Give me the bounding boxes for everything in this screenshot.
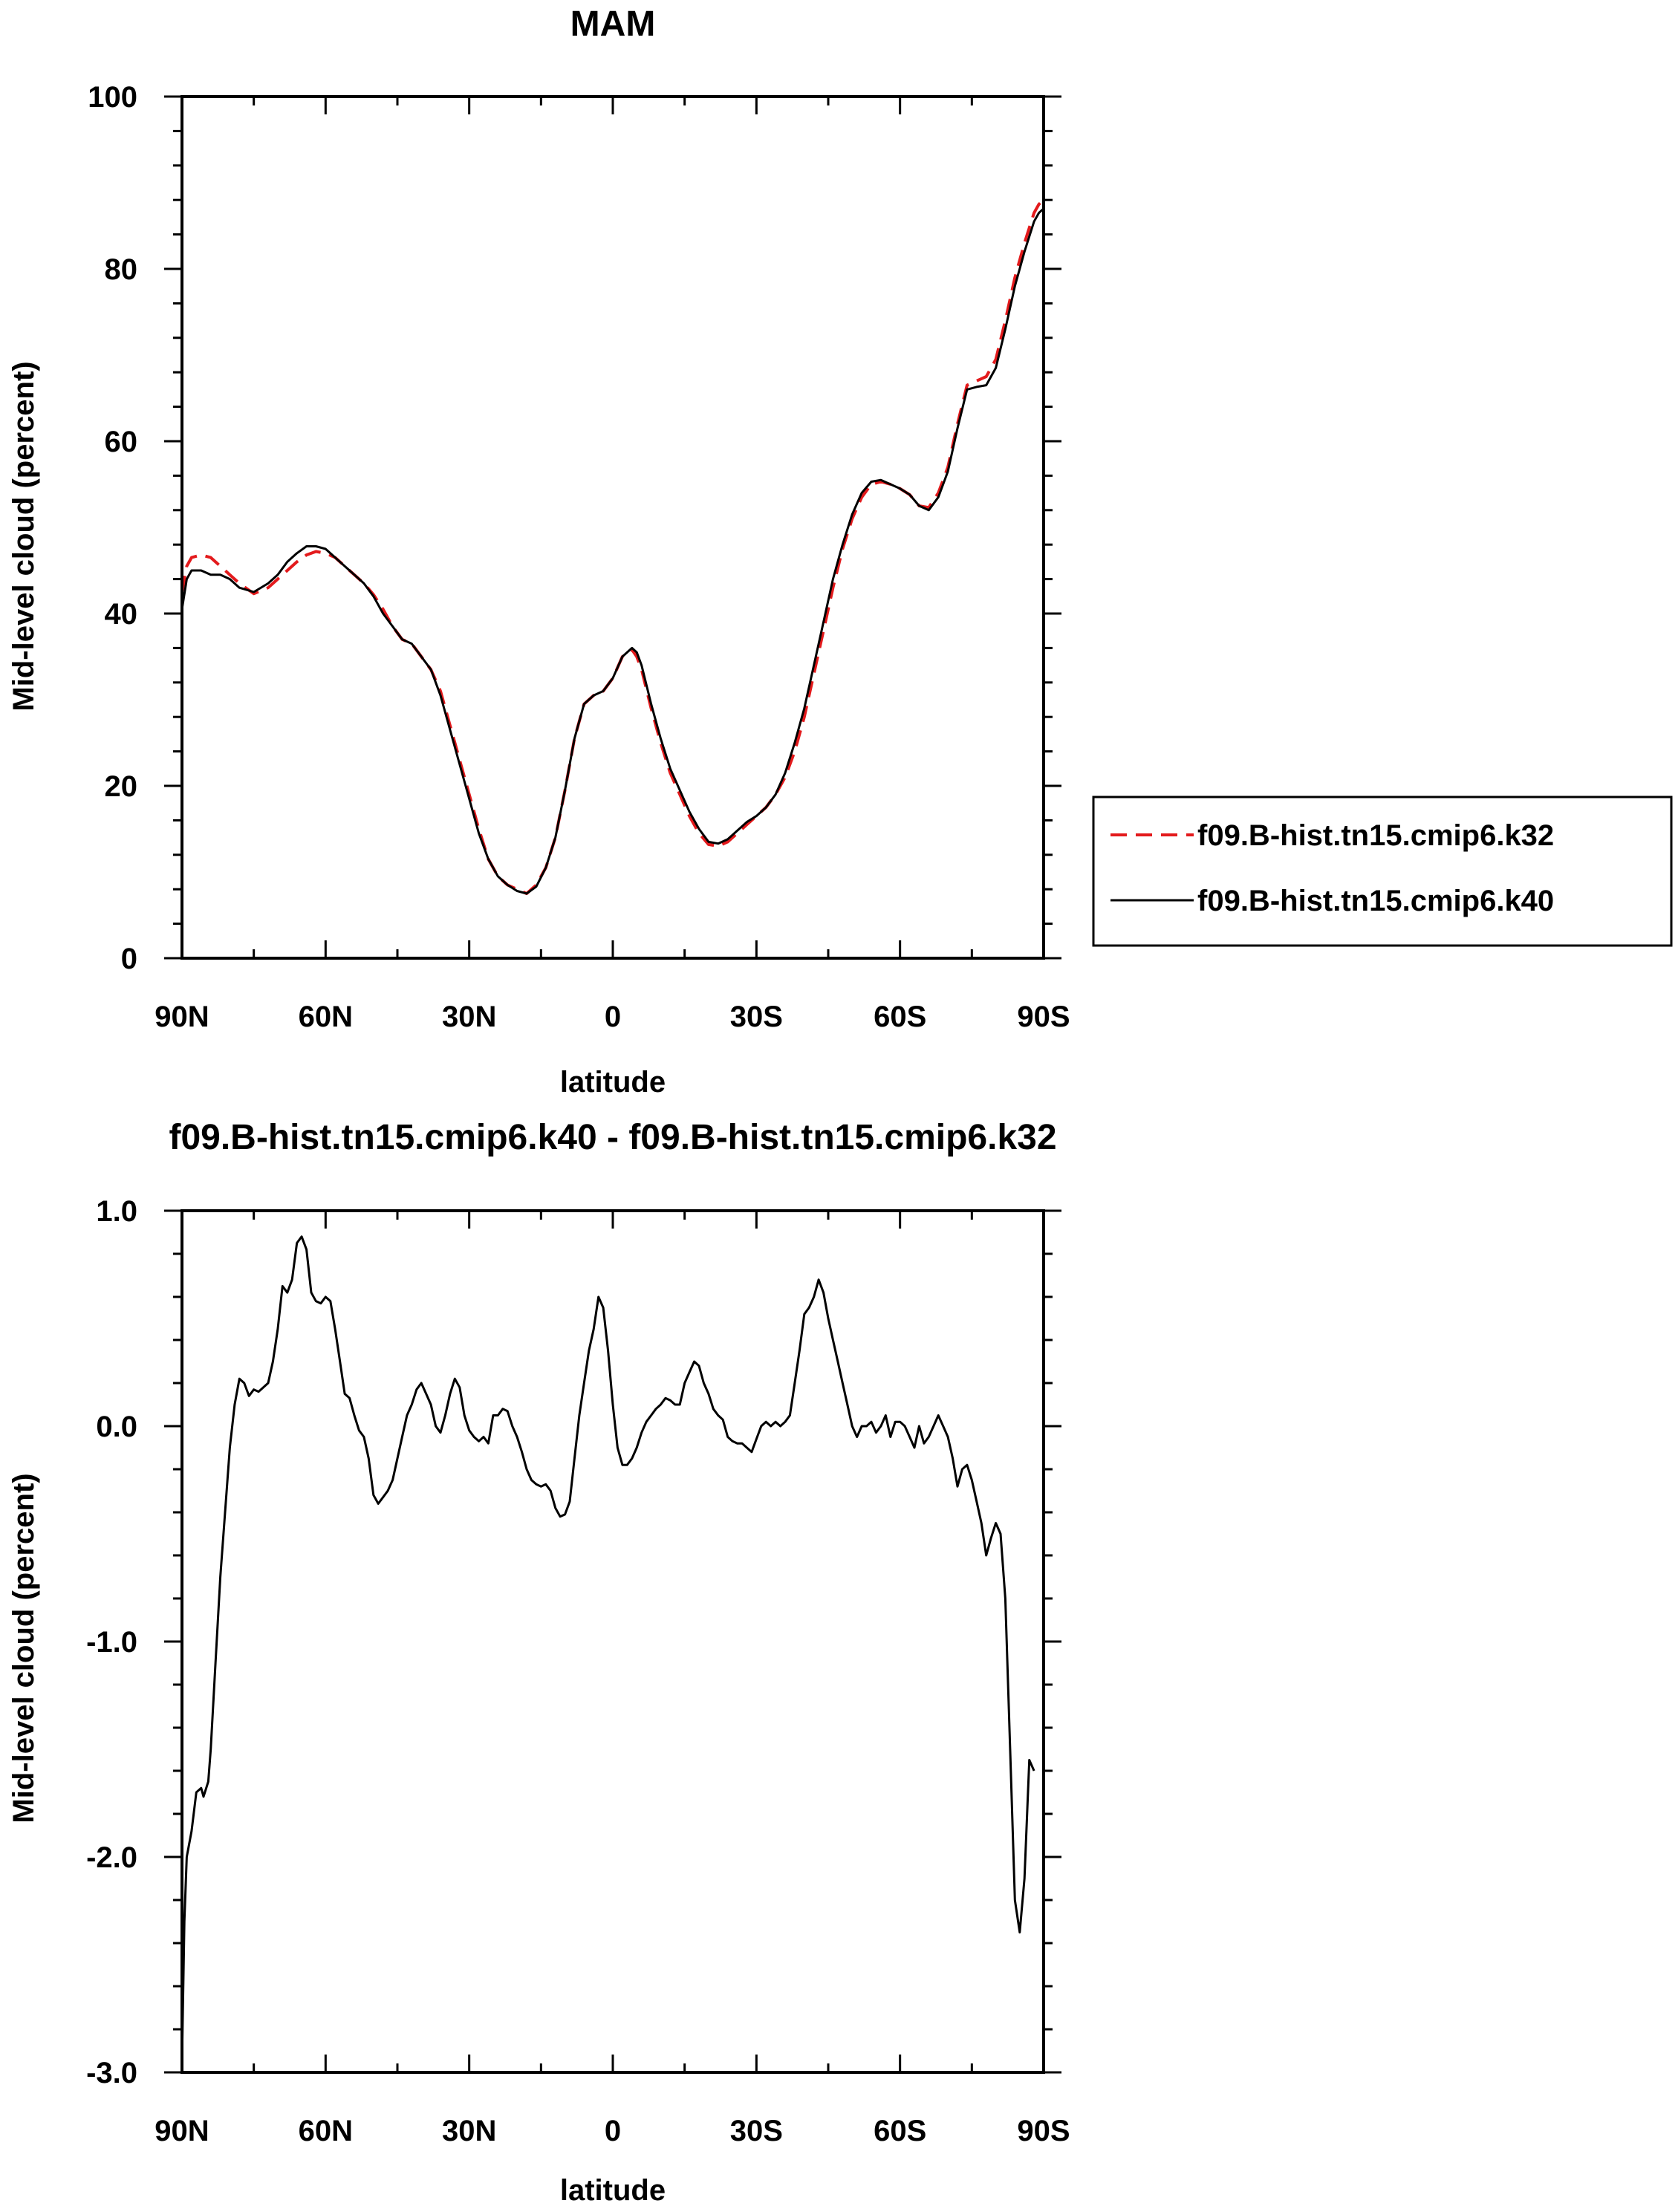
top-chart: MAM Mid-level cloud (percent) latitude 9… [7, 4, 1673, 1099]
bottom-chart-plot-frame [181, 1209, 1045, 2074]
y-tick-label: 100 [88, 81, 137, 114]
y-tick-label: 40 [105, 598, 138, 631]
series-line-1 [181, 198, 1045, 895]
legend-box [1092, 796, 1673, 947]
top-chart-title: MAM [570, 4, 656, 44]
x-tick-label: 60N [299, 1001, 353, 1033]
bottom-chart-ticks: 90N 60N 30N 0 30S 60S 90S 1.0 0.0 -1.0 -2.0 -3.0 [86, 1195, 1070, 2147]
x-tick-label: 60S [874, 2115, 926, 2147]
y-tick-label: 0 [121, 943, 137, 975]
bottom-chart: f09.B-hist.tn15.cmip6.k40 - f09.B-hist.t… [7, 1118, 1070, 2207]
top-chart-legend: f09.B-hist.tn15.cmip6.k32 f09.B-hist.tn1… [1092, 796, 1673, 947]
y-tick-label: -1.0 [86, 1626, 137, 1659]
y-tick-label: 0.0 [96, 1411, 137, 1443]
top-chart-plot-frame [181, 95, 1045, 960]
x-tick-label: 30N [442, 2115, 496, 2147]
x-tick-label: 0 [605, 1001, 621, 1033]
x-tick-label: 30N [442, 1001, 496, 1033]
bottom-chart-xlabel: latitude [560, 2174, 666, 2207]
bottom-chart-title: f09.B-hist.tn15.cmip6.k40 - f09.B-hist.t… [169, 1118, 1056, 1157]
bottom-chart-ylabel: Mid-level cloud (percent) [7, 1473, 40, 1823]
top-chart-series [181, 198, 1045, 895]
x-tick-label: 30S [730, 2115, 783, 2147]
x-tick-label: 90N [155, 2115, 209, 2147]
legend-label-k40: f09.B-hist.tn15.cmip6.k40 [1197, 885, 1554, 917]
y-tick-label: -3.0 [86, 2057, 137, 2089]
x-tick-label: 60N [299, 2115, 353, 2147]
x-tick-label: 60S [874, 1001, 926, 1033]
y-tick-label: 1.0 [96, 1195, 137, 1228]
x-tick-label: 30S [730, 1001, 783, 1033]
y-tick-label: 60 [105, 426, 138, 458]
legend-label-k32: f09.B-hist.tn15.cmip6.k32 [1197, 819, 1554, 852]
x-tick-label: 90S [1017, 2115, 1070, 2147]
y-tick-label: 80 [105, 253, 138, 286]
y-tick-label: 20 [105, 770, 138, 803]
bottom-chart-series [181, 1235, 1035, 2062]
x-tick-label: 0 [605, 2115, 621, 2147]
top-chart-xlabel: latitude [560, 1066, 666, 1099]
x-tick-label: 90N [155, 1001, 209, 1033]
x-tick-label: 90S [1017, 1001, 1070, 1033]
series-line-2 [181, 207, 1045, 895]
y-tick-label: -2.0 [86, 1841, 137, 1874]
series-line-1 [181, 1235, 1035, 2062]
top-chart-ylabel: Mid-level cloud (percent) [7, 361, 40, 711]
top-chart-ticks: 90N 60N 30N 0 30S 60S 90S 0 20 40 60 80 100 [88, 81, 1070, 1033]
